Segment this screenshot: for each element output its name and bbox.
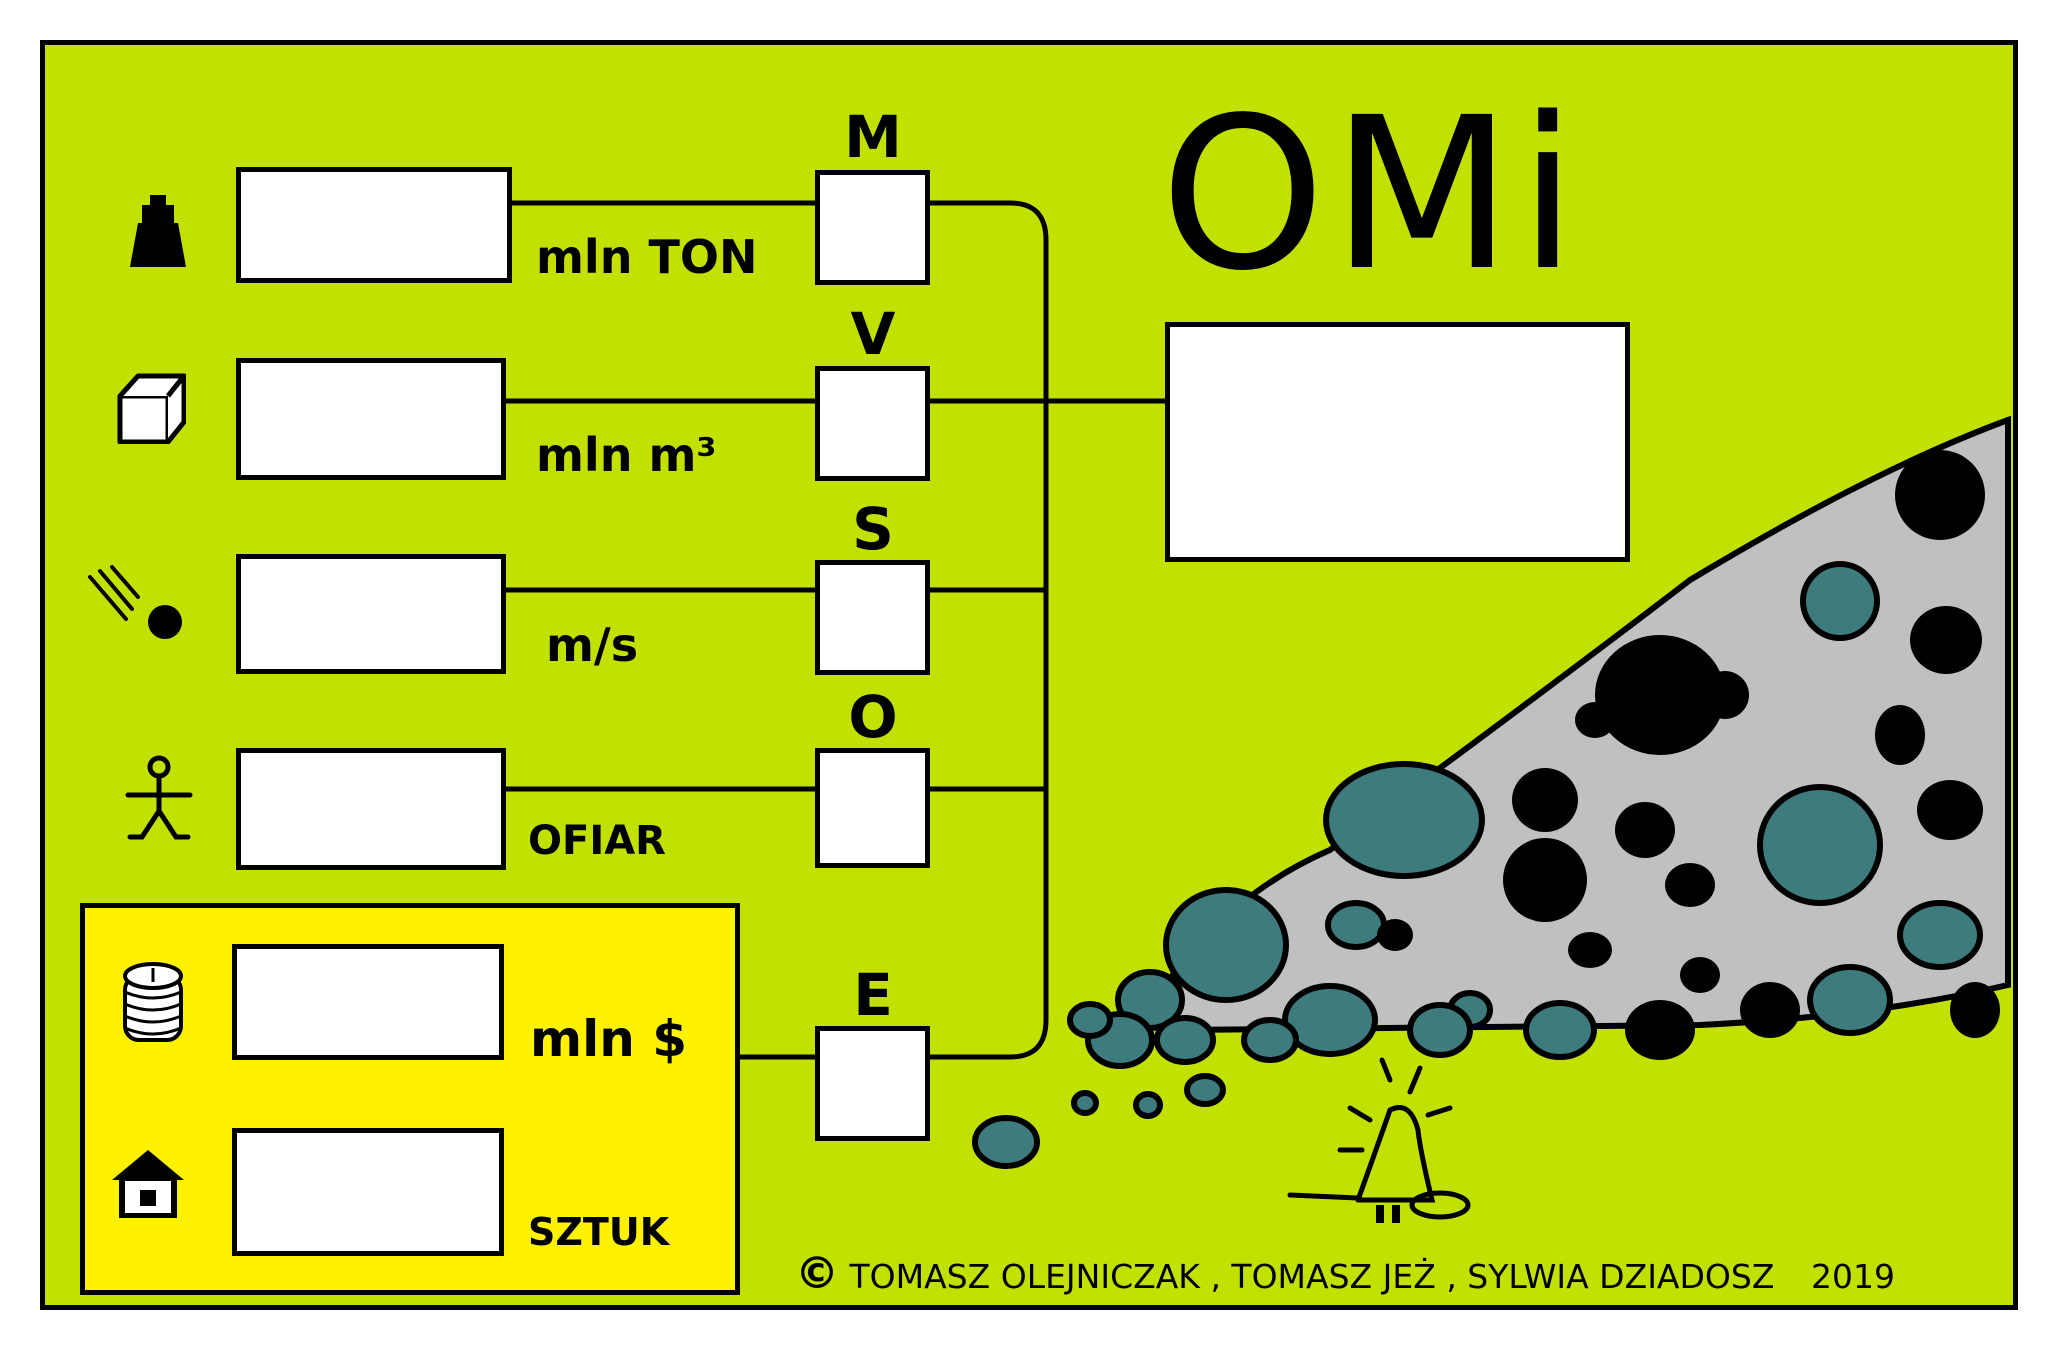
copyright-icon: © xyxy=(795,1248,839,1299)
unit-label-speed: m/s xyxy=(546,618,639,672)
letter-m: M xyxy=(844,103,902,171)
money-input-box[interactable] xyxy=(232,944,504,1060)
house-icon xyxy=(112,1150,184,1218)
victims-input-box[interactable] xyxy=(236,748,506,870)
v-score-box[interactable] xyxy=(815,366,930,481)
credit-year: 2019 xyxy=(1810,1257,1895,1296)
o-score-box[interactable] xyxy=(815,748,930,868)
mass-input-box[interactable] xyxy=(236,167,512,283)
volume-input-box[interactable] xyxy=(236,358,506,480)
m-score-box[interactable] xyxy=(815,170,930,285)
s-score-box[interactable] xyxy=(815,560,930,675)
credit-authors: TOMASZ OLEJNICZAK , TOMASZ JEŻ , SYLWIA … xyxy=(849,1257,1775,1296)
unit-label-victims: OFIAR xyxy=(528,818,666,864)
cube-icon xyxy=(117,373,186,444)
weight-icon xyxy=(130,195,186,267)
letter-o: O xyxy=(848,683,898,751)
letter-v: V xyxy=(850,300,896,368)
page-title: OMi xyxy=(1160,72,1583,317)
speed-input-box[interactable] xyxy=(236,554,506,674)
letter-s: S xyxy=(852,495,894,563)
coins-icon xyxy=(123,962,183,1042)
meteor-icon xyxy=(88,565,182,639)
person-icon xyxy=(125,755,193,840)
buildings-input-box[interactable] xyxy=(232,1128,504,1256)
unit-label-money: mln $ xyxy=(530,1010,688,1068)
credit-line: © TOMASZ OLEJNICZAK , TOMASZ JEŻ , SYLWI… xyxy=(795,1248,1895,1299)
letter-e: E xyxy=(853,961,893,1029)
unit-label-mass: mln TON xyxy=(536,230,758,284)
omi-result-box[interactable] xyxy=(1165,322,1630,562)
unit-label-buildings: SZTUK xyxy=(528,1210,670,1254)
e-score-box[interactable] xyxy=(815,1026,930,1141)
unit-label-volume: mln m³ xyxy=(536,428,717,482)
